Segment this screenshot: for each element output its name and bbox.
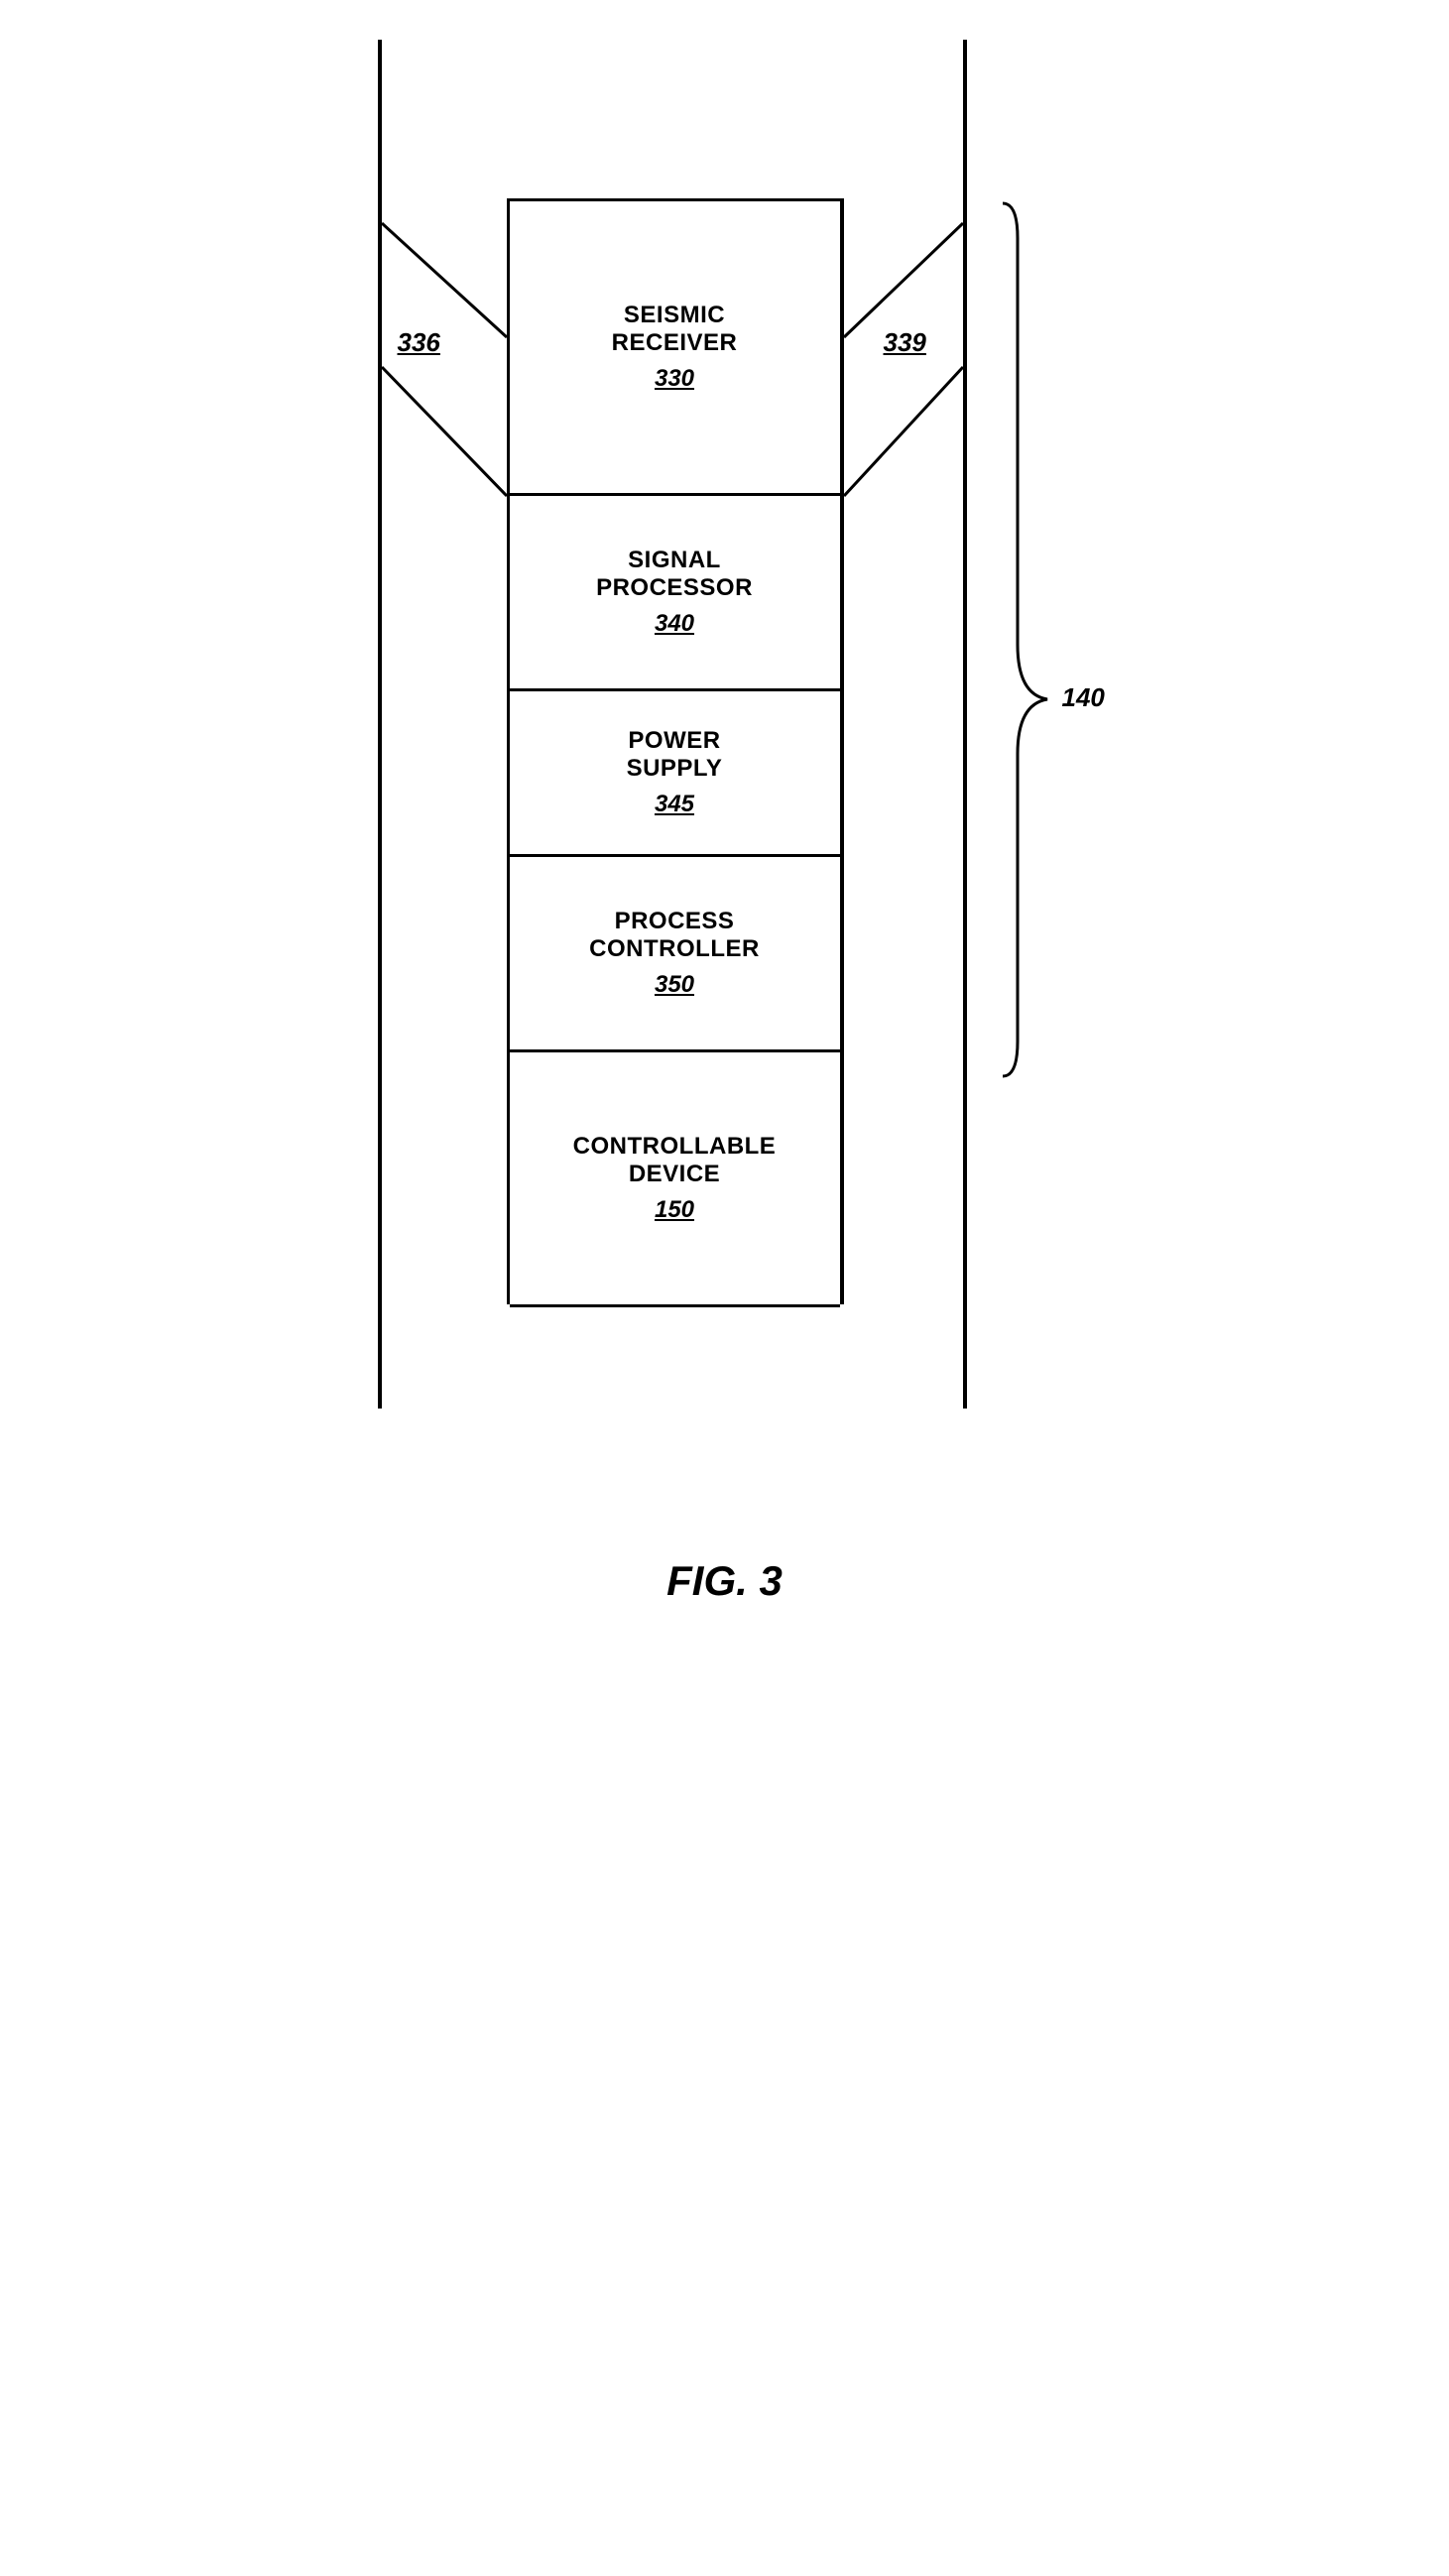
side-ref-right: 339 [884,327,926,358]
box-controllable-device: CONTROLLABLE DEVICE 150 [510,1049,840,1307]
connector-right-bottom [844,367,963,496]
figure-label: FIG. 3 [666,1557,783,1605]
brace-path [1003,203,1047,1076]
title-line2: PROCESSOR [596,574,753,601]
box-title: SIGNAL PROCESSOR [596,547,753,601]
wellbore-wall-right [963,40,967,1409]
box-title: PROCESS CONTROLLER [589,908,760,962]
box-ref: 330 [655,365,694,393]
box-power-supply: POWER SUPPLY 345 [510,688,840,857]
box-title: SEISMIC RECEIVER [612,302,738,356]
box-title: CONTROLLABLE DEVICE [573,1133,777,1187]
connector-left-top [382,223,507,337]
title-line1: SIGNAL [628,547,721,573]
diagram-container: 336 339 140 SEISMIC RECEIVER 330 SIGNAL … [279,40,1171,1528]
title-line2: SUPPLY [627,755,723,782]
connector-left-bottom [382,367,507,496]
outer-ref: 140 [1062,682,1105,713]
title-line1: SEISMIC [624,302,725,328]
box-process-controller: PROCESS CONTROLLER 350 [510,854,840,1052]
title-line1: POWER [628,727,720,754]
connector-right-top [844,223,963,337]
box-seismic-receiver: SEISMIC RECEIVER 330 [510,198,840,496]
box-ref: 150 [655,1196,694,1224]
title-line1: CONTROLLABLE [573,1133,777,1160]
wellbore-wall-left [378,40,382,1409]
box-ref: 350 [655,971,694,999]
box-signal-processor: SIGNAL PROCESSOR 340 [510,493,840,691]
box-ref: 345 [655,791,694,818]
title-line2: RECEIVER [612,329,738,356]
title-line2: DEVICE [629,1161,720,1187]
title-line1: PROCESS [615,908,735,934]
title-line2: CONTROLLER [589,935,760,962]
module-stack: SEISMIC RECEIVER 330 SIGNAL PROCESSOR 34… [507,198,844,1304]
box-ref: 340 [655,610,694,638]
side-ref-left: 336 [398,327,440,358]
box-title: POWER SUPPLY [627,727,723,782]
